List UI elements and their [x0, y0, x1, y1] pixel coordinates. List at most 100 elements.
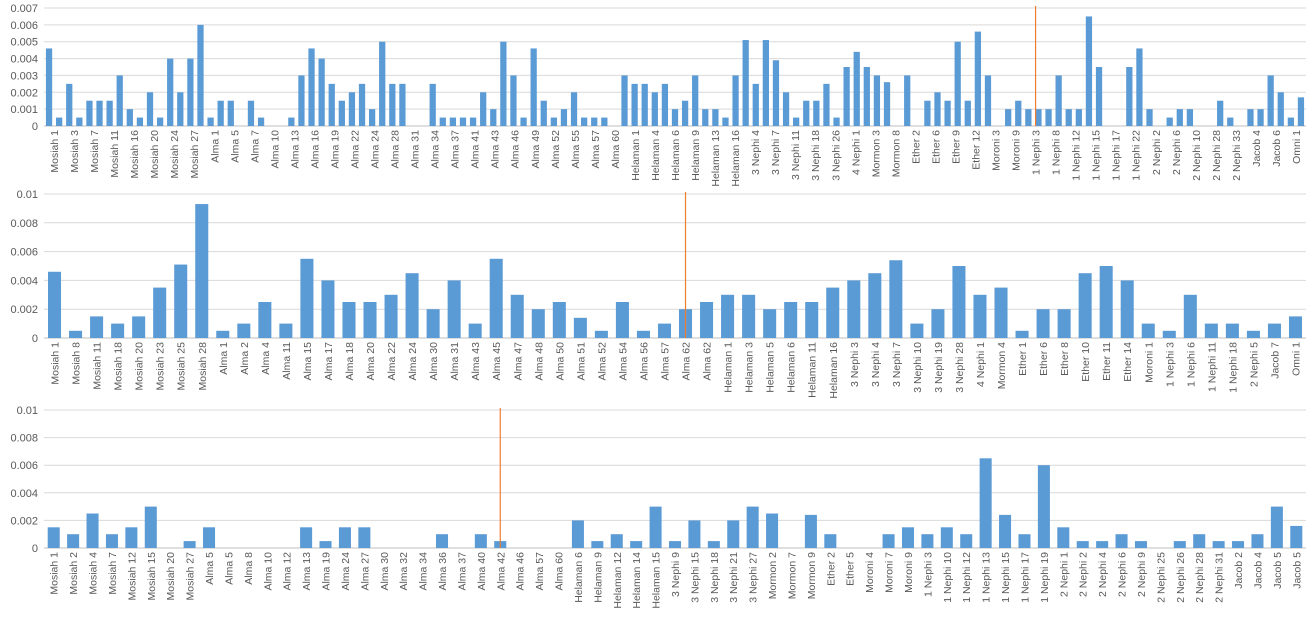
x-tick-label: Ether 1: [1017, 342, 1029, 376]
bar: [688, 520, 701, 548]
bar: [1134, 541, 1147, 548]
bar: [116, 75, 123, 126]
bar: [952, 266, 966, 338]
bar: [742, 294, 756, 338]
x-tick-label: 1 Nephi 17: [1019, 552, 1031, 603]
x-tick-label: Alma 30: [428, 342, 440, 381]
x-tick-label: 1 Nephi 13: [981, 552, 993, 603]
bar: [1173, 541, 1186, 548]
x-tick-label: Ether 6: [930, 130, 942, 164]
x-tick-label: Alma 60: [610, 130, 622, 169]
bar: [823, 83, 830, 126]
x-tick-label: Alma 57: [590, 130, 602, 169]
x-tick-label: Ether 9: [950, 130, 962, 164]
x-tick-label: Alma 12: [282, 552, 294, 591]
bar: [901, 527, 915, 548]
bar: [960, 534, 973, 548]
bar: [342, 302, 356, 338]
bar: [1277, 92, 1284, 126]
x-tick-label: Helaman 5: [765, 342, 777, 393]
x-tick-label: 1 Nephi 22: [1131, 130, 1143, 181]
bar: [973, 294, 987, 338]
bar: [474, 534, 487, 548]
x-tick-label: Moroni 3: [991, 130, 1003, 171]
x-tick-label: Alma 30: [379, 552, 391, 591]
bar: [106, 100, 113, 126]
bar: [111, 323, 125, 338]
x-tick-label: 2 Nephi 6: [1117, 552, 1129, 597]
bar: [1037, 465, 1050, 548]
y-tick-label: 0.004: [10, 488, 38, 500]
x-tick-label: Alma 31: [410, 130, 422, 169]
x-tick-label: Alma 17: [323, 342, 335, 381]
bar: [552, 302, 566, 338]
x-tick-label: Alma 28: [390, 130, 402, 169]
bar: [931, 309, 945, 338]
bar: [1025, 109, 1032, 126]
x-tick-label: 2 Nephi 31: [1214, 552, 1226, 603]
x-tick-label: 2 Nephi 4: [1097, 552, 1109, 597]
x-tick-label: Mormon 3: [870, 130, 882, 177]
bar: [1055, 75, 1062, 126]
bar: [889, 260, 903, 338]
x-tick-label: Helaman 11: [807, 342, 819, 398]
x-tick-label: 1 Nephi 12: [1071, 130, 1083, 181]
bar: [321, 280, 335, 338]
bar: [964, 100, 971, 126]
bar: [610, 534, 623, 548]
x-tick-label: 3 Nephi 3: [849, 342, 861, 387]
bar: [1057, 527, 1070, 548]
x-tick-label: Alma 24: [340, 552, 352, 591]
bar: [429, 83, 436, 126]
bar: [1075, 109, 1082, 126]
bar: [1227, 117, 1234, 126]
bar: [338, 527, 351, 548]
bar: [581, 117, 588, 126]
bar: [258, 302, 272, 338]
chart-panel-1: 0 0.001 0.002 0.003 0.004 0.005 0.006 0.007 Mosi…: [10, 3, 1306, 187]
x-tick-label: 1 Nephi 18: [1227, 342, 1239, 393]
bar: [882, 534, 895, 548]
bar: [480, 92, 487, 126]
bar: [207, 117, 214, 126]
x-tick-label: Moroni 9: [903, 552, 915, 593]
bar: [1247, 109, 1254, 126]
x-tick-label: Mosiah 20: [134, 342, 146, 391]
bar: [742, 40, 749, 126]
bar: [510, 294, 524, 338]
x-tick-label: Alma 2: [239, 342, 251, 375]
bar: [435, 534, 449, 548]
x-tick-label: Mosiah 2: [68, 552, 80, 595]
bar: [153, 287, 167, 338]
x-tick-label: Alma 13: [289, 130, 301, 169]
x-tick-label: Alma 34: [418, 552, 430, 591]
bar: [1267, 75, 1274, 126]
bar: [439, 117, 446, 126]
x-tick-label: Alma 5: [223, 552, 235, 585]
bar: [591, 117, 598, 126]
bar: [649, 506, 662, 548]
x-tick-label: Alma 11: [281, 342, 293, 380]
bar: [1183, 294, 1197, 338]
x-tick-label: Mosiah 3: [69, 130, 81, 173]
x-tick-label: Alma 57: [534, 552, 546, 591]
bar: [940, 527, 953, 548]
bar: [979, 458, 992, 548]
x-tick-label: Alma 51: [575, 342, 587, 381]
bar: [994, 287, 1008, 338]
x-tick-label: 3 Nephi 10: [912, 342, 924, 393]
x-tick-label: Alma 19: [321, 552, 333, 591]
bar: [90, 316, 104, 338]
bar: [195, 204, 209, 338]
x-tick-label: 1 Nephi 19: [1039, 552, 1051, 603]
bar: [752, 83, 759, 126]
bar: [69, 330, 83, 338]
bar: [630, 541, 643, 548]
x-tick-label: Mosiah 24: [169, 130, 181, 179]
bar: [174, 264, 188, 338]
x-tick-label: Alma 24: [407, 342, 419, 381]
bar: [1078, 273, 1092, 338]
y-tick-label: 0.005: [10, 37, 38, 49]
x-tick-label: 3 Nephi 15: [689, 552, 701, 603]
x-tick-label: Jacob 5: [1291, 552, 1303, 589]
